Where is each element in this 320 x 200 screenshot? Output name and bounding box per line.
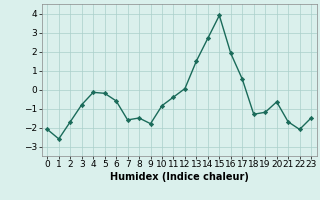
X-axis label: Humidex (Indice chaleur): Humidex (Indice chaleur) <box>110 172 249 182</box>
